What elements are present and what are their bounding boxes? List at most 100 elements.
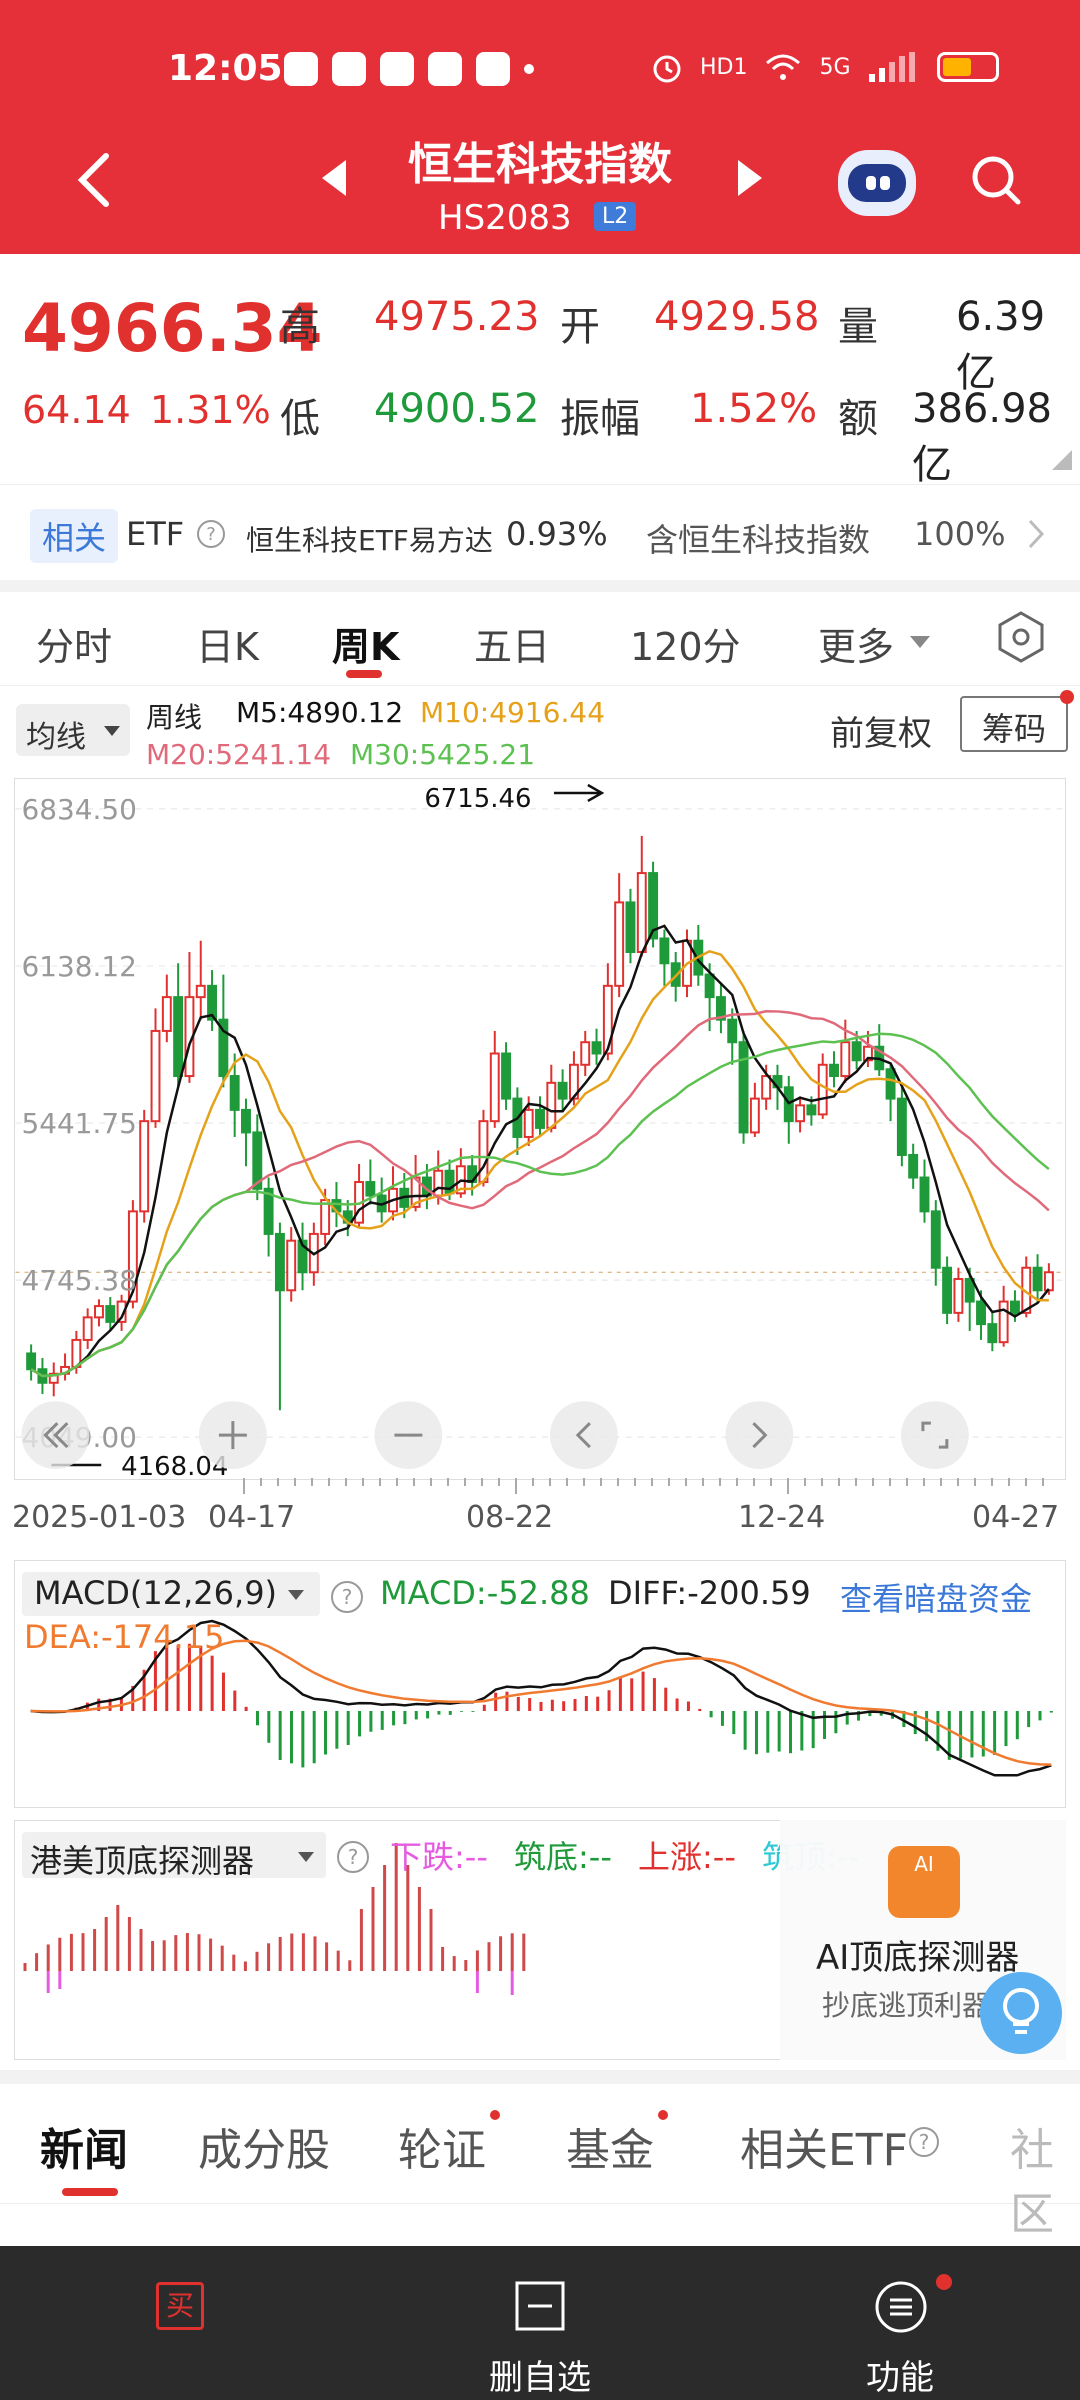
macd-panel[interactable] <box>14 1560 1066 1808</box>
amount-label: 额 <box>838 396 878 442</box>
y-axis-label: 5441.75 <box>21 1107 136 1140</box>
candle <box>636 872 647 954</box>
chevron-left-icon <box>575 1422 591 1449</box>
tab-120min[interactable]: 120分 <box>630 625 741 669</box>
plus-icon <box>218 1421 247 1450</box>
candle <box>26 1352 37 1371</box>
app-header: 12:05 HD1 5G 恒生科技指数 HS2083 L2 <box>0 0 1080 254</box>
price-change-pct: 1.31% <box>150 388 271 432</box>
caret-down-icon[interactable] <box>286 1588 306 1602</box>
help-icon[interactable]: ? <box>196 519 226 549</box>
alarm-icon <box>653 55 681 83</box>
candle <box>535 1108 545 1129</box>
ma5-value: M5:4890.12 <box>236 696 404 729</box>
active-tab-indicator <box>62 2188 118 2196</box>
remove-watchlist-label: 删自选 <box>489 2358 591 2398</box>
candle <box>829 1063 839 1078</box>
tab-more[interactable]: 更多 <box>818 625 895 669</box>
expand-corner-icon[interactable] <box>1052 450 1072 470</box>
prev-stock-button[interactable] <box>322 160 346 196</box>
macd-select[interactable] <box>22 1572 320 1616</box>
etf-fund-name[interactable]: 恒生科技ETF易方达 <box>246 524 493 557</box>
candle <box>150 1029 161 1123</box>
price-change: 64.14 <box>22 388 131 432</box>
ai-detector-title[interactable]: AI顶底探测器 <box>816 1938 1020 1978</box>
chart-settings-icon[interactable] <box>996 610 1046 664</box>
ai-detector-subtitle: 抄底逃顶利器 <box>822 1989 991 2022</box>
candle <box>161 996 172 1032</box>
candle <box>546 1081 557 1129</box>
double-chevron-left-icon <box>43 1422 69 1449</box>
ai-assistant-robot-icon[interactable] <box>838 150 916 216</box>
ma-period: 周线 <box>146 701 203 734</box>
notification-dot <box>1060 690 1074 704</box>
candle <box>795 1104 806 1123</box>
functions-button[interactable]: 功能 <box>800 2246 1000 2400</box>
candle <box>715 996 726 1021</box>
ma10-line <box>30 949 1049 1378</box>
help-icon[interactable]: ? <box>330 1580 364 1614</box>
indicator-select[interactable]: 均线 <box>16 704 130 756</box>
candle <box>998 1300 1009 1344</box>
search-icon[interactable] <box>968 152 1024 208</box>
tab-weekly-k[interactable]: 周K <box>332 625 400 669</box>
chips-button[interactable]: 筹码 <box>960 696 1068 752</box>
adjust-mode[interactable]: 前复权 <box>830 714 932 754</box>
remove-watchlist-button[interactable]: 删自选 <box>440 2246 640 2400</box>
tab-funds[interactable]: 基金 <box>566 2125 654 2176</box>
tab-news[interactable]: 新闻 <box>40 2125 128 2176</box>
volume-value: 6.39亿 <box>956 294 1046 396</box>
top-bottom-detector-panel[interactable] <box>14 1820 1066 2060</box>
ma5-line <box>30 924 1050 1378</box>
tab-related-etf[interactable]: 相关ETF <box>740 2125 908 2176</box>
lightbulb-icon[interactable] <box>980 1972 1062 2054</box>
page-title: 恒生科技指数 <box>408 139 672 190</box>
chevron-right-icon[interactable] <box>1024 517 1048 551</box>
tab-community[interactable]: 社区 <box>1010 2125 1054 2240</box>
tab-daily-k[interactable]: 日K <box>196 625 259 669</box>
x-axis-ticks <box>243 1478 1044 1494</box>
app-notification-icon <box>332 52 366 86</box>
svg-text:?: ? <box>348 1845 359 1869</box>
back-arrow-icon[interactable] <box>70 150 120 210</box>
indicator-select-label: 均线 <box>26 720 86 755</box>
help-icon[interactable]: ? <box>336 1840 370 1874</box>
stock-code: HS2083 <box>438 198 572 238</box>
help-icon[interactable]: ? <box>908 2126 940 2158</box>
divider <box>0 2070 1080 2084</box>
tab-intraday[interactable]: 分时 <box>36 625 113 669</box>
macd-select-label: MACD(12,26,9) <box>34 1574 278 1612</box>
detector-select[interactable] <box>22 1832 326 1878</box>
buy-button[interactable]: 买 <box>80 2246 280 2400</box>
pan-left-button[interactable] <box>549 1401 618 1470</box>
candle <box>908 1153 919 1179</box>
ma20-value: M20:5241.14 <box>146 738 332 771</box>
tab-five-day[interactable]: 五日 <box>474 625 551 669</box>
fullscreen-icon <box>921 1421 949 1449</box>
svg-text:?: ? <box>919 2130 930 2154</box>
candle <box>964 1278 975 1303</box>
ai-chart-icon[interactable]: AI <box>888 1846 960 1918</box>
x-axis-label: 08-22 <box>466 1500 554 1535</box>
detector-bottom: 筑底:-- <box>514 1838 612 1876</box>
menu-circle-icon <box>875 2281 927 2333</box>
candle <box>501 1052 512 1100</box>
caret-down-icon[interactable] <box>296 1850 316 1864</box>
pan-right-button[interactable] <box>725 1401 794 1470</box>
etf-label: ETF <box>126 515 185 553</box>
candle <box>930 1210 941 1269</box>
candle <box>207 984 218 1021</box>
network-type: 5G <box>819 54 851 80</box>
related-etf-bar[interactable]: 相关 ETF ? 恒生科技ETF易方达 0.93% 含恒生科技指数 100% <box>0 484 1080 580</box>
tab-warrants[interactable]: 轮证 <box>398 2125 486 2176</box>
related-tag: 相关 <box>30 509 119 563</box>
tab-constituents[interactable]: 成分股 <box>198 2125 330 2176</box>
next-stock-button[interactable] <box>738 160 762 196</box>
caret-down-icon[interactable] <box>908 634 932 650</box>
candle <box>840 1041 851 1078</box>
fullscreen-button[interactable] <box>900 1401 969 1470</box>
notification-dot <box>490 2110 500 2120</box>
dark-pool-link[interactable]: 查看暗盘资金 <box>840 1580 1033 1618</box>
candle <box>433 1169 444 1197</box>
